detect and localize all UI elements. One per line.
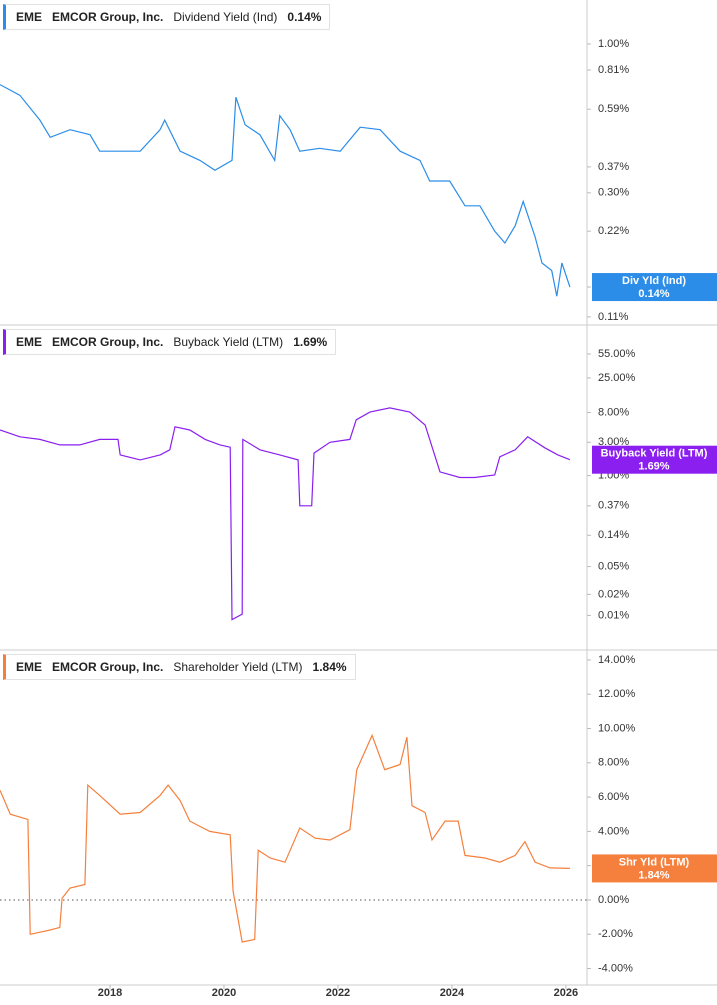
y-tick-label: 4.00% <box>598 825 629 837</box>
badge-bg <box>592 854 717 883</box>
legend-company: EMCOR Group, Inc. <box>52 660 164 674</box>
last-value-badge: Buyback Yield (LTM)1.69% <box>592 445 717 474</box>
badge-value: 0.14% <box>638 288 669 300</box>
y-tick-label: 0.02% <box>598 588 629 600</box>
y-tick-label: 8.00% <box>598 757 629 769</box>
legend-series: Shareholder Yield (LTM) <box>173 660 303 674</box>
legend-value: 1.84% <box>312 660 347 674</box>
x-tick-label: 2024 <box>440 987 465 999</box>
legend: EME EMCOR Group, Inc. Buyback Yield (LTM) 1… <box>3 329 337 355</box>
legend-ticker: EME <box>16 335 43 349</box>
y-tick-label: 8.00% <box>598 406 629 418</box>
y-tick-label: -2.00% <box>598 928 633 940</box>
y-tick-label: 12.00% <box>598 688 636 700</box>
y-tick-label: 25.00% <box>598 372 636 384</box>
y-tick-label: 0.05% <box>598 560 629 572</box>
badge-name: Buyback Yield (LTM) <box>601 448 708 460</box>
y-tick-label: 0.00% <box>598 894 629 906</box>
line-series <box>0 407 571 621</box>
y-tick-label: 0.81% <box>598 64 629 76</box>
y-tick-label: 3.00% <box>598 436 629 448</box>
legend-company: EMCOR Group, Inc. <box>52 335 164 349</box>
badge-bg <box>592 445 717 474</box>
x-tick-label: 2026 <box>554 987 578 999</box>
y-tick-label: 0.11% <box>598 311 629 323</box>
legend-series: Buyback Yield (LTM) <box>173 335 284 349</box>
badge-name: Shr Yld (LTM) <box>619 856 690 868</box>
line-series <box>0 733 570 943</box>
x-tick-label: 2018 <box>98 987 122 999</box>
legend: EME EMCOR Group, Inc. Dividend Yield (Ind)… <box>3 4 331 30</box>
y-tick-label: 0.59% <box>598 103 629 115</box>
legend-ticker: EME <box>16 10 43 24</box>
y-tick-label: 0.37% <box>598 500 629 512</box>
y-tick-label: -4.00% <box>598 962 633 974</box>
legend-ticker: EME <box>16 660 43 674</box>
x-tick-label: 2020 <box>212 987 236 999</box>
y-tick-label: 0.14% <box>598 529 629 541</box>
last-value-badge: Shr Yld (LTM)1.84% <box>592 854 717 883</box>
y-tick-label: 0.37% <box>598 161 629 173</box>
legend-value: 1.69% <box>293 335 328 349</box>
y-tick-label: 6.00% <box>598 791 629 803</box>
y-tick-label: 10.00% <box>598 722 636 734</box>
y-tick-label: 14.00% <box>598 654 636 666</box>
badge-name: Div Yld (Ind) <box>622 275 686 287</box>
badge-value: 1.84% <box>638 869 669 881</box>
y-tick-label: 0.01% <box>598 609 629 621</box>
line-series <box>0 84 571 297</box>
last-value-badge: Div Yld (Ind)0.14% <box>592 273 717 302</box>
legend-value: 0.14% <box>287 10 322 24</box>
y-tick-label: 55.00% <box>598 348 636 360</box>
y-tick-label: 0.22% <box>598 225 629 237</box>
badge-bg <box>592 273 717 302</box>
legend-series: Dividend Yield (Ind) <box>173 10 278 24</box>
y-tick-label: 1.00% <box>598 38 629 50</box>
badge-value: 1.69% <box>638 461 669 473</box>
y-tick-label: 0.30% <box>598 187 629 199</box>
legend: EME EMCOR Group, Inc. Shareholder Yield (L… <box>3 654 356 680</box>
x-tick-label: 2022 <box>326 987 350 999</box>
legend-company: EMCOR Group, Inc. <box>52 10 164 24</box>
